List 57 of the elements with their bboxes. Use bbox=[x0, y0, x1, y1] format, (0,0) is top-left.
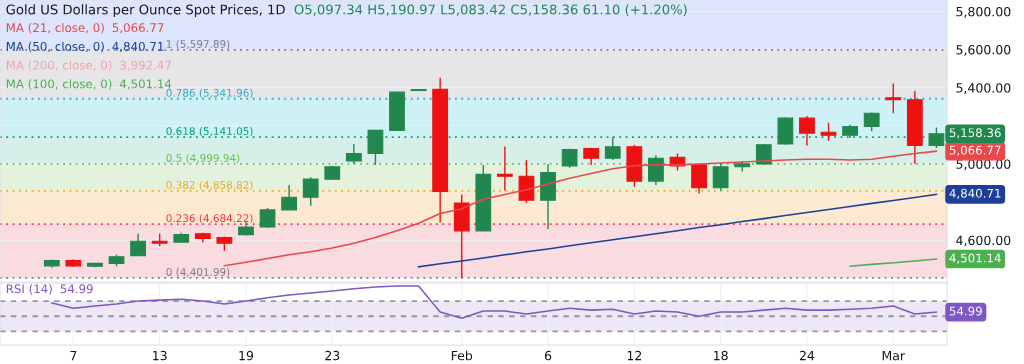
candlestick bbox=[259, 207, 276, 229]
text: MA (100, close, 0) bbox=[6, 79, 112, 90]
ref-line-label: 0.236 (4,684.22) bbox=[166, 214, 253, 224]
ref-line-label: 0.786 (5,341.96) bbox=[166, 88, 253, 98]
x-tick-label: 24 bbox=[799, 350, 815, 361]
text: 5,158.36 bbox=[949, 128, 1001, 139]
x-tick-label: 18 bbox=[714, 350, 728, 361]
y-tick-label: 5,000.00 bbox=[956, 159, 1011, 171]
x-tick-label: Mar bbox=[882, 351, 906, 361]
candlestick bbox=[648, 154, 664, 186]
x-tick-label: 6 bbox=[544, 350, 552, 361]
x-tick-label: Feb bbox=[451, 350, 473, 361]
candlestick bbox=[885, 82, 902, 114]
text: 54.99 bbox=[949, 306, 982, 316]
ref-line-label: 0.5 (4,999.94) bbox=[166, 153, 240, 164]
candlestick bbox=[691, 163, 707, 195]
x-tick-label: 12 bbox=[627, 350, 642, 361]
x-tick-label: 19 bbox=[239, 350, 254, 361]
data-label: 4,501.14 bbox=[949, 253, 1001, 264]
line-series bbox=[849, 258, 938, 268]
x-tick-label: 23 bbox=[325, 350, 340, 361]
y-tick-label: 5,800.00 bbox=[956, 6, 1011, 18]
x-tick-label: 7 bbox=[70, 351, 77, 361]
text: 4,501.14 bbox=[119, 79, 172, 90]
candlestick bbox=[712, 162, 729, 192]
text: 4,840.71 bbox=[112, 41, 164, 53]
candlestick bbox=[302, 176, 319, 207]
data-label: 5,066.77 bbox=[949, 145, 1001, 156]
x-tick-label: 13 bbox=[153, 350, 167, 361]
annotation: 54.99 bbox=[60, 284, 93, 294]
text: MA (21, close, 0) bbox=[6, 22, 104, 34]
candlestick bbox=[345, 143, 362, 165]
chart-subtitle: O5,097.34 H5,190.97 L5,083.42 C5,158.36 61.10 (+1.20%) bbox=[294, 4, 687, 16]
y-tick-label: 5,400.00 bbox=[956, 83, 1011, 94]
line-series bbox=[417, 193, 938, 268]
ref-line-label: 0 (4,401.99) bbox=[166, 267, 230, 278]
candlestick bbox=[130, 232, 146, 257]
candlestick bbox=[604, 136, 621, 161]
text: 3,992.47 bbox=[120, 60, 171, 71]
candlestick bbox=[281, 184, 298, 211]
ref-line-label: 1 (5,597.89) bbox=[166, 39, 230, 50]
chart-title: Gold US Dollars per Ounce Spot Prices, 1D bbox=[6, 4, 285, 17]
text: MA (50, close, 0) bbox=[6, 41, 104, 53]
series-label: RSI (14) bbox=[6, 284, 52, 295]
y-tick-label: 5,600.00 bbox=[956, 45, 1011, 56]
ref-line-label: 0.618 (5,141.05) bbox=[166, 126, 253, 137]
candlestick bbox=[863, 111, 880, 133]
candlestick bbox=[367, 129, 384, 166]
candlestick bbox=[799, 115, 815, 147]
ref-line-label: 0.382 (4,858.82) bbox=[166, 180, 253, 191]
data-label: 4,840.71 bbox=[949, 188, 1001, 199]
candlestick bbox=[518, 159, 535, 204]
y-tick-label: 4,600.00 bbox=[956, 235, 1011, 247]
legend-label: MA (200, close, 0) bbox=[6, 60, 112, 72]
candlestick bbox=[820, 122, 837, 142]
candlestick bbox=[496, 145, 513, 192]
text: 5,066.77 bbox=[112, 23, 164, 34]
